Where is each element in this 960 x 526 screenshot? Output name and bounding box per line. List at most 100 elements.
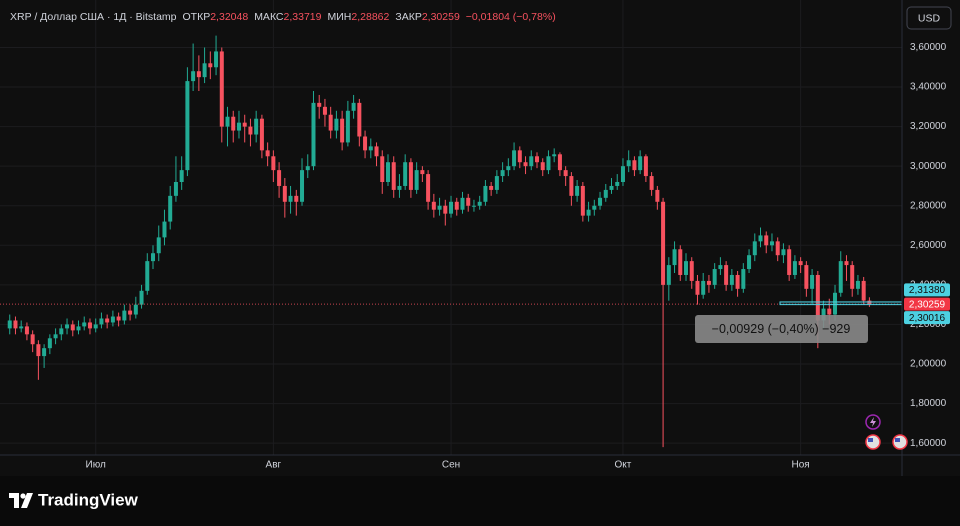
grid [0,0,902,455]
candle-body [116,316,121,321]
candle-body [580,185,585,216]
price-label: 2,30259 [909,299,946,310]
candle-body [844,261,849,266]
candle-body [374,146,379,157]
candle-body [833,292,838,315]
candle-body [792,261,797,275]
candle-body [529,156,534,167]
candle-body [672,249,677,266]
candle-body [380,156,385,182]
measure-range [779,301,903,306]
candle-body [638,156,643,171]
candle-body [305,166,310,171]
currency-label[interactable]: USD [918,12,941,24]
candle-body [397,185,402,190]
candle-body [385,162,390,182]
candle-body [414,170,419,190]
candle-body [13,320,18,329]
candle-body [769,241,774,246]
candle-body [500,170,505,177]
candle-body [781,249,786,256]
candle-body [534,156,540,163]
candle-body [214,51,219,68]
candle-body [420,170,425,175]
candle-body [317,102,322,107]
candle-body [821,308,826,321]
field-value: 2,28862 [351,11,389,23]
candle-body [592,205,597,210]
candle-body [689,261,694,281]
candle-body [706,280,711,285]
candle-body [666,265,671,285]
candle-body [248,126,253,135]
candle-body [764,235,769,246]
candle-body [357,102,362,137]
overlay: −0,00929 (−0,40%) −929 [0,301,903,343]
currency-button-box[interactable] [906,6,952,30]
candle-body [575,185,580,196]
candle-body [345,110,350,143]
candle-body [403,162,408,186]
x-tick-label: Июл [86,460,106,471]
candle-body [236,122,241,131]
y-tick-label: 1,60000 [910,438,947,449]
candle-body [7,320,12,329]
candle-body [712,269,717,285]
candle-body [603,189,608,198]
candle-body [643,156,648,177]
candle-body [758,235,763,242]
field-value: 2,32048 [210,11,248,23]
candle-body [133,304,138,315]
candle-body [122,310,127,321]
candle-body [460,197,465,210]
measure-tooltip: −0,00929 (−0,40%) −929 [712,322,851,336]
candle-body [735,274,740,289]
candle-body [661,201,666,285]
candle-body [557,154,562,171]
candle-body [70,324,75,331]
candle-body [265,150,270,157]
candle-body [741,269,746,289]
candle-body [322,106,327,115]
candle-body [151,253,156,262]
candle-body [391,162,396,190]
candle-body [569,176,574,196]
candle-body [225,116,230,127]
symbol: XRP / Доллар США · 1Д · Bitstamp [10,11,177,23]
candle-body [65,324,70,329]
brand-name: TradingView [38,490,139,509]
candle-body [552,154,557,157]
brand-logo[interactable]: TradingView [9,490,139,509]
candle-body [489,185,494,190]
candle-body [185,81,190,171]
y-tick-label: 3,60000 [910,42,947,53]
candle-body [724,265,729,285]
logo-mark [9,493,19,508]
candle-body [483,185,488,202]
candle-body [288,195,293,202]
candle-body [678,249,683,275]
price-label-box [904,311,950,325]
y-tick-label: 3,20000 [910,121,947,132]
candle-body [208,63,213,68]
candle-body [351,102,356,111]
candle-body [615,182,620,186]
candle-body [42,348,47,357]
candle-body [30,334,35,345]
candle-body [695,280,700,295]
candle-body [254,118,259,135]
price-label-box [904,297,950,311]
candle-body [340,118,345,143]
candle-body [632,160,637,171]
candle-body [838,261,843,293]
candle-body [729,274,734,285]
candle-body [598,197,603,206]
currency-button[interactable]: USD [906,6,952,30]
event-icons [865,414,908,450]
candle-body [128,310,133,315]
candle-body [282,185,287,202]
x-tick-label: Окт [615,460,632,471]
candle-body [540,162,545,171]
candle-body [219,51,224,127]
